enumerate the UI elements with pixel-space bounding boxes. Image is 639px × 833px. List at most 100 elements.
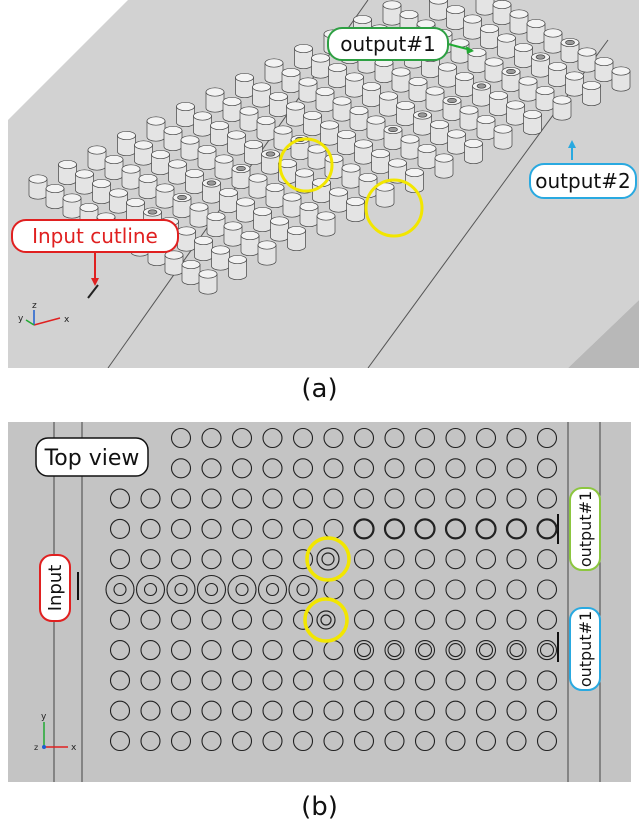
pillar bbox=[490, 91, 508, 115]
pillar bbox=[350, 106, 368, 130]
pillar bbox=[190, 203, 208, 227]
pillar bbox=[178, 227, 196, 251]
pillar bbox=[510, 10, 528, 34]
pillar bbox=[266, 183, 284, 207]
axis-y-label-b: y bbox=[41, 712, 47, 722]
caption-a: (a) bbox=[0, 374, 639, 404]
pillar bbox=[173, 193, 191, 217]
pillar bbox=[262, 150, 280, 174]
pillar bbox=[532, 53, 550, 77]
pillar bbox=[342, 164, 360, 188]
pillar bbox=[473, 82, 491, 106]
axis-z-label-b: z bbox=[34, 743, 38, 752]
pillar bbox=[245, 140, 263, 164]
pillar bbox=[308, 145, 326, 169]
input-cutline-label: Input cutline bbox=[32, 224, 158, 248]
pillar bbox=[418, 144, 436, 168]
pillar bbox=[465, 139, 483, 163]
pillar bbox=[169, 160, 187, 184]
pillar bbox=[578, 48, 596, 72]
pillar bbox=[527, 19, 545, 43]
pillar bbox=[165, 251, 183, 275]
pillar bbox=[561, 38, 579, 62]
pillar bbox=[481, 24, 499, 48]
axis-x-label-a: x bbox=[64, 315, 70, 325]
pillar bbox=[93, 179, 111, 203]
pillar bbox=[241, 231, 259, 255]
pillar bbox=[476, 0, 494, 15]
pillar bbox=[304, 111, 322, 135]
pillar bbox=[549, 62, 567, 86]
pillar bbox=[383, 1, 401, 25]
pillar bbox=[258, 241, 276, 265]
pillar bbox=[257, 116, 275, 140]
pillar bbox=[287, 102, 305, 126]
axis-z-label-a: z bbox=[32, 301, 37, 311]
pillar bbox=[392, 68, 410, 92]
pillar bbox=[282, 68, 300, 92]
pillar bbox=[447, 5, 465, 29]
pillar bbox=[249, 174, 267, 198]
pillar bbox=[253, 83, 271, 107]
pillar bbox=[519, 77, 537, 101]
pillar bbox=[254, 207, 272, 231]
pillar bbox=[612, 67, 630, 91]
pillar bbox=[237, 198, 255, 222]
pillar bbox=[347, 197, 365, 221]
pillar bbox=[544, 29, 562, 53]
pillar bbox=[194, 112, 212, 136]
pillar bbox=[494, 125, 512, 149]
pillar bbox=[199, 270, 217, 294]
input-label: Input bbox=[45, 565, 66, 612]
pillar bbox=[288, 226, 306, 250]
pillar bbox=[414, 111, 432, 135]
pillar bbox=[211, 121, 229, 145]
pillar bbox=[63, 194, 81, 218]
pillar bbox=[203, 179, 221, 203]
pillar bbox=[321, 121, 339, 145]
pillar bbox=[46, 184, 64, 208]
pillar bbox=[220, 188, 238, 212]
pillar bbox=[156, 184, 174, 208]
caption-b: (b) bbox=[0, 792, 639, 822]
pillar bbox=[139, 174, 157, 198]
pillar bbox=[384, 125, 402, 149]
pillar bbox=[493, 0, 511, 24]
pillar bbox=[236, 73, 254, 97]
pillar bbox=[76, 170, 94, 194]
pillar bbox=[283, 193, 301, 217]
pillar bbox=[317, 212, 335, 236]
pillar bbox=[372, 149, 390, 173]
pillar bbox=[507, 101, 525, 125]
output1-label: output#1 bbox=[340, 32, 435, 56]
pillar bbox=[431, 120, 449, 144]
pillar bbox=[375, 58, 393, 82]
pillar bbox=[195, 236, 213, 260]
perspective-view-canvas: output#1 output#2 Input cutline x z y bbox=[8, 0, 639, 368]
pillar bbox=[295, 44, 313, 68]
pillar bbox=[270, 92, 288, 116]
pillar bbox=[118, 131, 136, 155]
pillar bbox=[271, 217, 289, 241]
pillar bbox=[477, 115, 495, 139]
pillar bbox=[186, 169, 204, 193]
pillar bbox=[29, 175, 47, 199]
pillar bbox=[135, 141, 153, 165]
pillar bbox=[426, 87, 444, 111]
pillar bbox=[566, 72, 584, 96]
pillar bbox=[147, 117, 165, 141]
pillar bbox=[299, 78, 317, 102]
pillar bbox=[182, 260, 200, 284]
pillar bbox=[333, 97, 351, 121]
panel-a-3d-view: output#1 output#2 Input cutline x z y bbox=[8, 0, 639, 368]
pillar bbox=[59, 160, 77, 184]
pillar bbox=[122, 165, 140, 189]
pillar bbox=[498, 34, 516, 58]
pillar bbox=[88, 146, 106, 170]
pillar bbox=[460, 106, 478, 130]
pillar bbox=[363, 82, 381, 106]
pillar bbox=[464, 15, 482, 39]
pillar bbox=[325, 154, 343, 178]
pillar bbox=[207, 212, 225, 236]
pillar bbox=[152, 150, 170, 174]
